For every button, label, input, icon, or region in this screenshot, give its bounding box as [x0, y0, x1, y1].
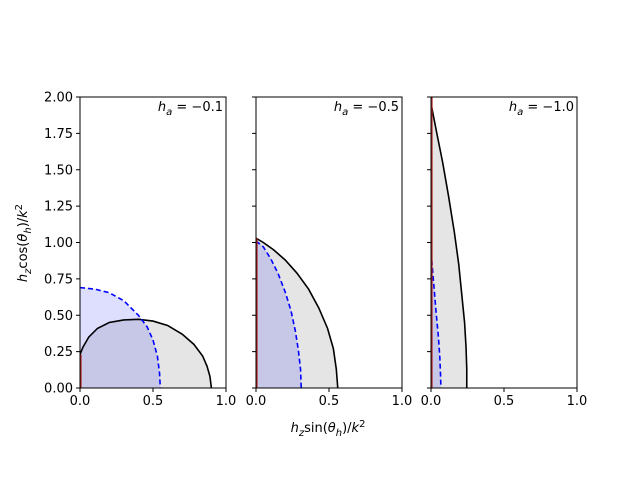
- panels-layer: 0.0 0.5 1.0 0.00 0.25 0.50 0.75 1.00 1.25 1.50 1.7…: [44, 91, 587, 410]
- y-tick-label: 1.25: [44, 200, 73, 215]
- x-tick-label: 1.0: [567, 394, 588, 409]
- y-tick-label: 1.75: [44, 127, 73, 142]
- y-tick-label: 0.25: [44, 345, 73, 360]
- x-tick-label: 0.5: [143, 394, 164, 409]
- y-axis-label: hzcos(θh)/k2: [14, 204, 34, 282]
- x-tick-label: 0.5: [319, 394, 340, 409]
- x-axis-label: hzsin(θh)/k2: [291, 419, 366, 439]
- x-tick-label: 0.0: [246, 394, 267, 409]
- dashed-curve: [256, 240, 303, 388]
- panel-2: 0.0 0.5 1.0 ha = −0.5: [246, 96, 413, 409]
- y-tick-label: 0.50: [44, 309, 73, 324]
- solid-region-fill: [431, 97, 467, 388]
- solid-region-fill: [256, 238, 338, 388]
- x-tick-label: 0.0: [70, 394, 91, 409]
- y-tick-label: 1.50: [44, 163, 73, 178]
- dashed-region-fill: [256, 241, 302, 388]
- plot-area: [80, 286, 213, 388]
- solid-curve: [431, 97, 468, 388]
- plot-area: [431, 97, 468, 388]
- x-tick-label: 0.0: [421, 394, 442, 409]
- dashed-curve: [431, 259, 442, 388]
- y-tick-label: 0.00: [44, 382, 73, 397]
- dashed-curve: [80, 286, 162, 388]
- y-tick-label: 2.00: [44, 91, 73, 106]
- y-tick-label: 0.75: [44, 272, 73, 287]
- solid-region-fill: [80, 319, 212, 388]
- plot-area: [256, 237, 339, 388]
- x-tick-label: 1.0: [216, 394, 237, 409]
- panel-3: 0.0 0.5 1.0 ha = −1.0: [421, 96, 588, 409]
- panel-label: ha = −1.0: [509, 100, 574, 118]
- solid-curve: [80, 318, 213, 388]
- panel-1: 0.0 0.5 1.0 0.00 0.25 0.50 0.75 1.00 1.25 1.50 1.7…: [44, 91, 236, 410]
- y-tick-label: 1.00: [44, 236, 73, 251]
- dashed-region-fill: [431, 259, 441, 388]
- x-tick-label: 1.0: [392, 394, 413, 409]
- x-tick-label: 0.5: [494, 394, 515, 409]
- panel-label: ha = −0.1: [158, 100, 223, 118]
- dashed-region-fill: [80, 287, 161, 388]
- solid-curve: [256, 237, 339, 388]
- panel-label: ha = −0.5: [334, 100, 399, 118]
